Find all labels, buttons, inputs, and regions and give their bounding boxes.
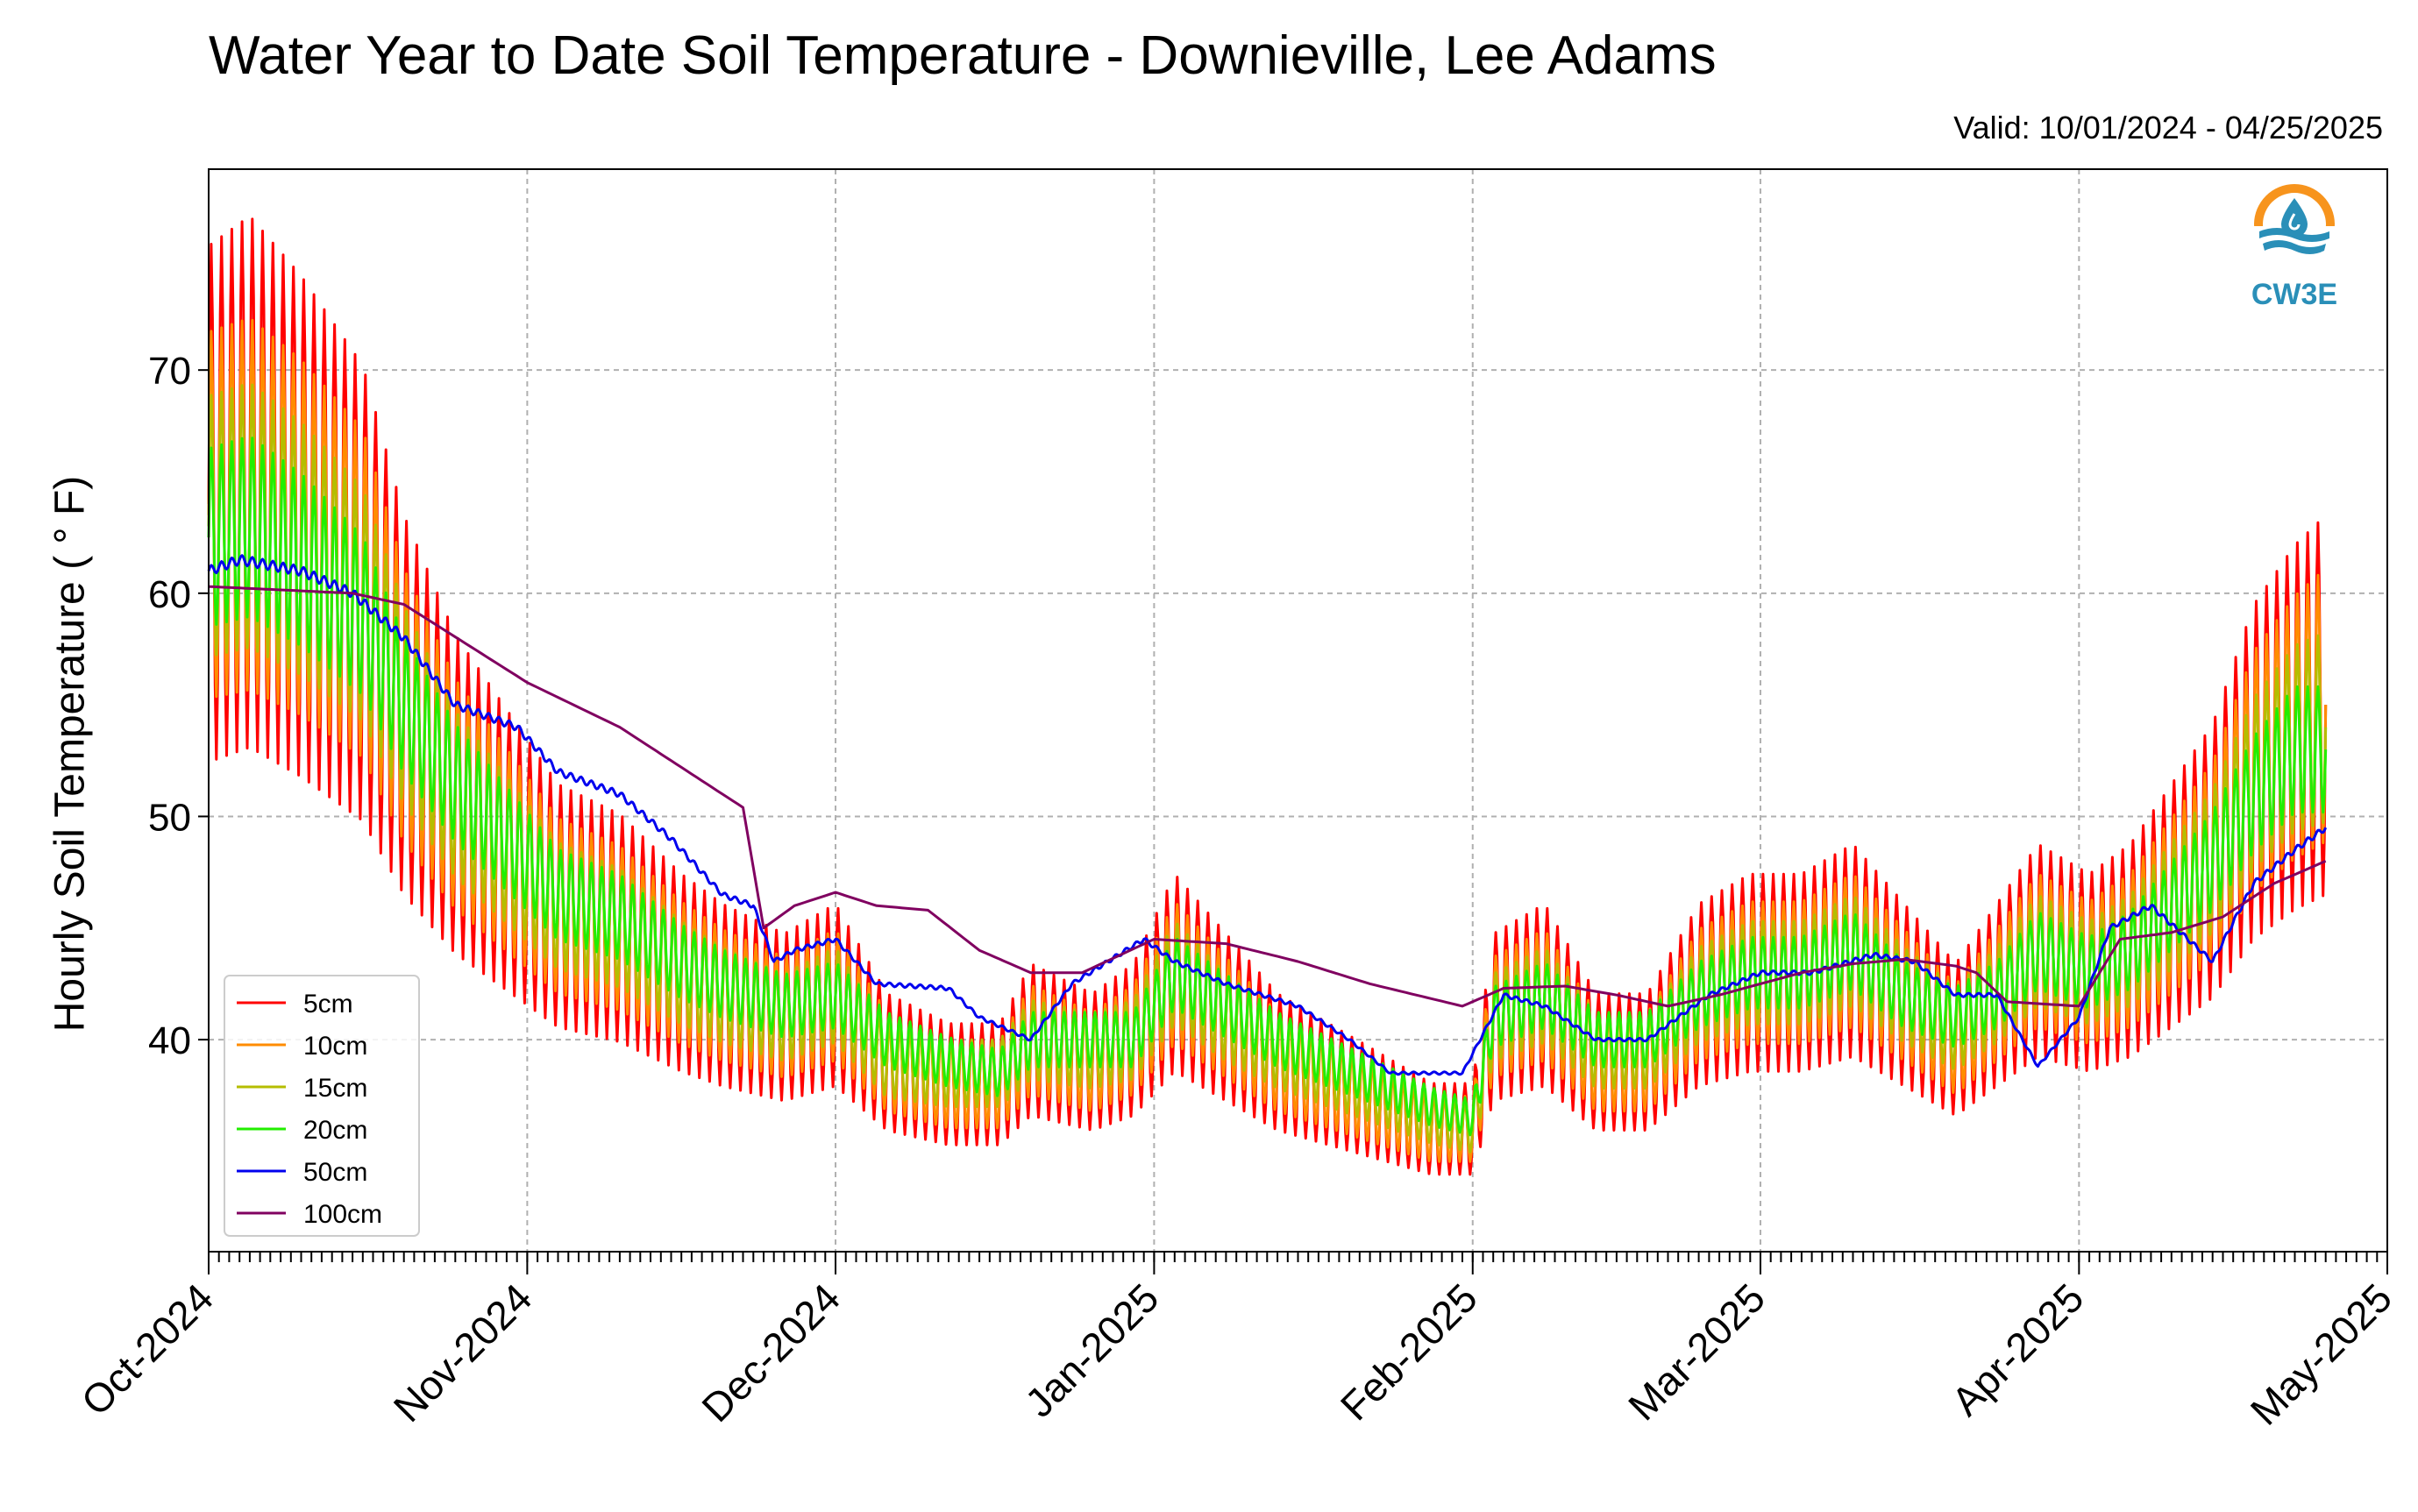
x-tick-label: Mar-2025 — [1619, 1274, 1774, 1429]
x-tick-label: Apr-2025 — [1943, 1274, 2093, 1424]
y-tick-label: 50 — [148, 796, 191, 839]
y-axis-label: Hourly Soil Temperature ( ° F) — [46, 475, 94, 1033]
series-line-50cm — [207, 554, 2328, 1076]
x-tick-label: Oct-2024 — [73, 1274, 223, 1424]
chart-title: Water Year to Date Soil Temperature - Do… — [209, 25, 1717, 86]
legend-label-50cm: 50cm — [303, 1158, 367, 1187]
series-line-20cm — [207, 437, 2328, 1137]
logo-text: CW3E — [2251, 278, 2338, 311]
x-tick-label: Feb-2025 — [1332, 1274, 1486, 1429]
cw3e-logo: CW3E — [2237, 179, 2351, 312]
x-tick-label: May-2025 — [2242, 1274, 2400, 1433]
legend-label-20cm: 20cm — [303, 1116, 367, 1145]
water-drop-icon — [2252, 184, 2336, 266]
y-tick-label: 60 — [148, 573, 191, 616]
y-tick-label: 40 — [148, 1019, 191, 1062]
x-tick-label: Dec-2024 — [693, 1274, 849, 1430]
legend: 5cm 10cm 15cm 20cm 50cm 100cm — [224, 975, 420, 1237]
x-tick-label: Nov-2024 — [385, 1274, 541, 1430]
x-tick-label: Jan-2025 — [1016, 1274, 1167, 1425]
y-tick-label: 70 — [148, 350, 191, 393]
series-lines — [207, 217, 2328, 1176]
legend-label-15cm: 15cm — [303, 1074, 367, 1103]
valid-range-label: Valid: 10/01/2024 - 04/25/2025 — [1953, 110, 2383, 146]
series-line-100cm — [208, 585, 2327, 1008]
legend-label-10cm: 10cm — [303, 1032, 367, 1061]
legend-label-100cm: 100cm — [303, 1200, 382, 1229]
legend-label-5cm: 5cm — [303, 990, 353, 1019]
x-minor-ticks — [208, 1252, 2388, 1262]
